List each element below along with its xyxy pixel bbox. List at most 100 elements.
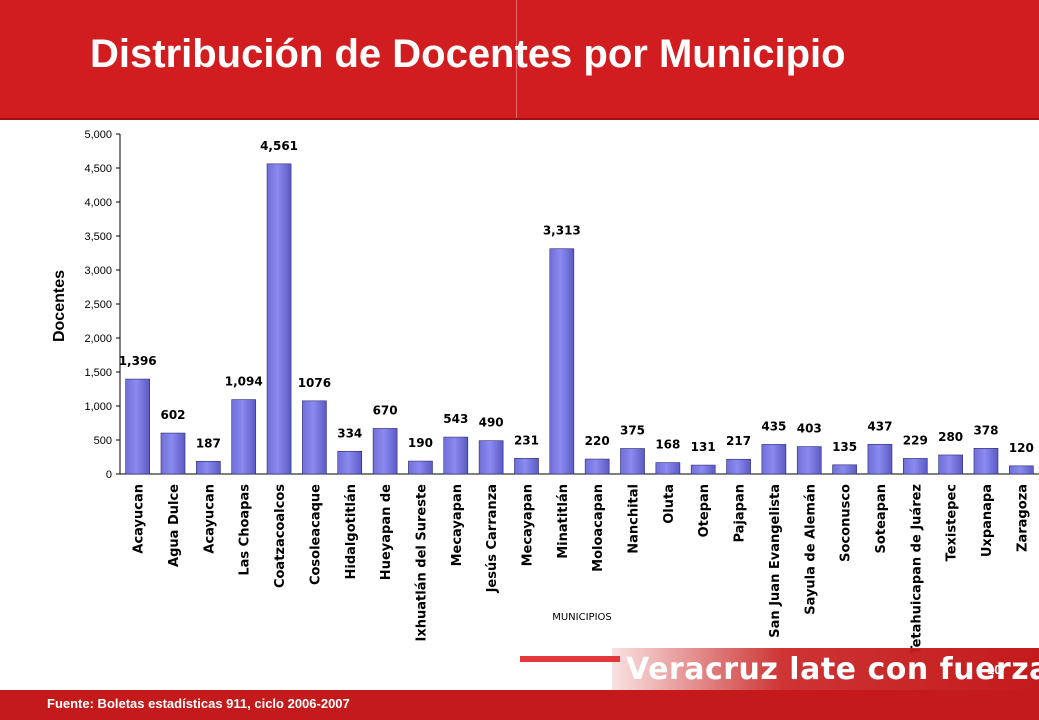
bar: [655, 462, 681, 475]
bar-value-label: 190: [408, 436, 433, 450]
y-tick-label: 4,500: [84, 163, 112, 175]
bar-value-label: 437: [867, 419, 892, 433]
category-label: Uxpanapa: [980, 484, 995, 557]
bar: [266, 163, 292, 475]
category-label: Acayucan: [132, 484, 147, 554]
bar-value-label: 229: [903, 433, 928, 447]
category-label: Mecayapan: [450, 484, 465, 566]
bar: [584, 458, 610, 475]
bar: [902, 458, 928, 475]
slogan-band: [612, 648, 1039, 690]
footer-band: [0, 690, 1039, 720]
bar-value-label: 378: [973, 423, 998, 437]
bar: [796, 446, 822, 475]
bar: [514, 457, 539, 475]
bar: [832, 464, 857, 475]
bar-value-label: 403: [797, 422, 822, 436]
bar-value-label: 3,313: [543, 224, 581, 238]
category-label: Nanchital: [627, 484, 642, 554]
bar: [302, 400, 327, 475]
bar-value-label: 120: [1009, 441, 1034, 455]
y-tick-label: 3,000: [84, 265, 112, 277]
category-label: Otepan: [697, 484, 712, 537]
category-label: Acayucan: [202, 484, 217, 554]
category-label: Texistepec: [945, 484, 960, 561]
bar-value-label: 187: [196, 436, 221, 450]
category-label: Soconusco: [839, 484, 854, 562]
header-divider: [0, 118, 1039, 120]
bar: [1009, 465, 1034, 475]
bar: [549, 248, 575, 475]
bar-value-label: 1076: [298, 376, 331, 390]
category-label: Soteapan: [874, 484, 889, 553]
bar: [478, 440, 504, 475]
y-tick-label: 2,000: [84, 333, 112, 345]
y-tick-label: 500: [94, 435, 112, 447]
y-tick-label: 1,500: [84, 367, 112, 379]
bar-value-label: 135: [832, 440, 857, 454]
bar-value-label: 1,094: [225, 375, 263, 389]
category-label: Moloacapan: [591, 484, 606, 572]
category-label: Hidalgotitlán: [344, 484, 359, 579]
y-tick-label: 0: [106, 469, 112, 481]
category-label: Tetahuicapan de Juárez: [909, 484, 924, 655]
bar-value-label: 280: [938, 430, 963, 444]
bar: [443, 436, 469, 475]
bar-value-label: 334: [337, 426, 362, 440]
category-label: Mecayapan: [520, 484, 535, 566]
bar-value-label: 220: [585, 434, 610, 448]
bar-value-label: 168: [655, 438, 680, 452]
category-label: Cosoleacaque: [308, 484, 323, 585]
category-label: Sayula de Alemán: [803, 484, 818, 615]
category-label: Coatzacoalcos: [273, 484, 288, 588]
x-axis-title: MUNICIPIOS: [552, 612, 612, 623]
bar-value-label: 231: [514, 433, 539, 447]
bar-chart: 0 500 1,000 1,500 2,000 2,500 3,000 3,500 4,000 4…: [51, 129, 1039, 655]
bar-value-label: 490: [479, 416, 504, 430]
category-label: Oluta: [662, 484, 677, 524]
bar-value-label: 1,396: [119, 354, 157, 368]
bar: [867, 443, 893, 475]
bar: [372, 428, 398, 475]
bar-value-label: 4,561: [260, 139, 298, 153]
slogan-accent-bar: [520, 656, 620, 662]
bar: [196, 460, 221, 475]
bar-value-label: 435: [761, 419, 786, 433]
y-tick-label: 4,000: [84, 197, 112, 209]
y-tick-label: 3,500: [84, 231, 112, 243]
category-label: Minatitlán: [556, 484, 571, 559]
y-tick-label: 5,000: [84, 129, 112, 141]
header-guide-line: [516, 0, 517, 118]
slide-title: Distribución de Docentes por Municipio: [90, 32, 846, 76]
header-band: [0, 0, 1039, 118]
category-label: Las Choapas: [238, 484, 253, 576]
bar: [726, 458, 751, 475]
category-label: Ixhuatlán del Sureste: [414, 484, 429, 642]
category-label: Pajapan: [733, 484, 748, 543]
bar: [938, 454, 963, 475]
bar: [231, 399, 257, 475]
bar-value-label: 602: [160, 408, 185, 422]
category-label: San Juan Evangelista: [768, 484, 783, 638]
category-label: Agua Dulce: [167, 484, 182, 567]
bar: [125, 378, 150, 475]
category-label: Jesús Carranza: [485, 484, 500, 593]
bar-value-label: 543: [443, 412, 468, 426]
bar-value-label: 131: [691, 440, 716, 454]
bar: [408, 460, 433, 475]
bar: [690, 464, 716, 475]
bar: [620, 448, 645, 475]
y-axis-title: Docentes: [51, 270, 68, 342]
slogan-text: Veracruz late con fuerza: [626, 652, 1039, 687]
category-label: Hueyapan de: [379, 484, 394, 580]
page-number: 10: [987, 662, 1002, 677]
category-label: Zaragoza: [1015, 484, 1030, 552]
bar-value-label: 217: [726, 434, 751, 448]
y-tick-label: 2,500: [84, 299, 112, 311]
source-note: Fuente: Boletas estadísticas 911, ciclo …: [47, 696, 350, 711]
bar: [973, 447, 999, 475]
bar-value-label: 375: [620, 424, 645, 438]
y-tick-label: 1,000: [84, 401, 112, 413]
bar: [337, 450, 363, 475]
bar: [160, 432, 186, 475]
